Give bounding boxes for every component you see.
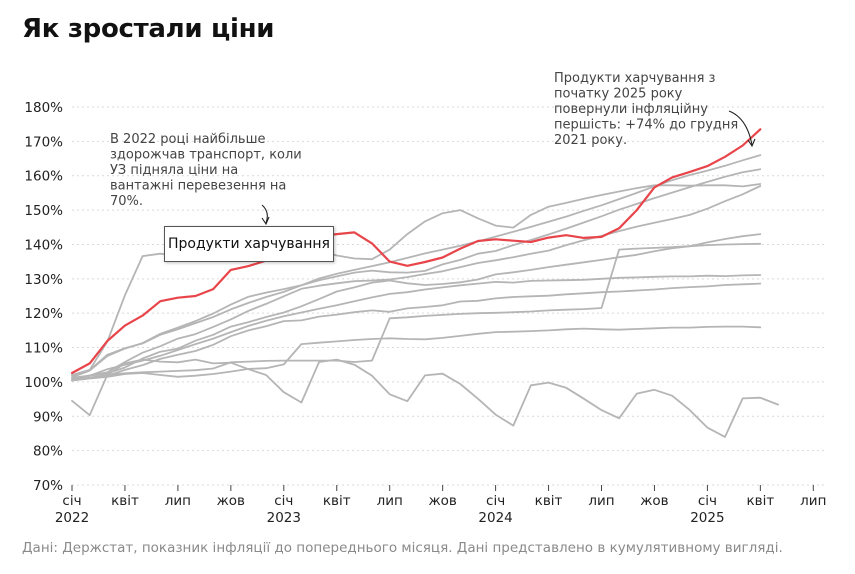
y-tick-label: 150%: [24, 203, 63, 219]
y-tick-label: 130%: [24, 272, 63, 288]
series-line-other: [71, 274, 762, 382]
x-tick-label: квіт: [323, 493, 351, 509]
x-tick-year: 2025: [690, 510, 724, 526]
series-line-other: [71, 185, 762, 381]
annotation-arrow-transport-head: [261, 216, 270, 226]
x-tick-year: 2022: [55, 510, 89, 526]
series-lines: [70, 128, 779, 438]
y-tick-label: 170%: [24, 134, 63, 150]
source-note: Дані: Держстат, показник інфляції до поп…: [22, 540, 783, 556]
annotation-line: 70%.: [110, 194, 143, 209]
x-tick-year: 2023: [267, 510, 301, 526]
annotation-line: здорожчав транспорт, коли: [110, 148, 302, 163]
annotation-line: В 2022 році найбільше: [110, 132, 265, 147]
y-tick-label: 90%: [33, 409, 63, 425]
y-tick-label: 70%: [33, 478, 63, 494]
annotation-arrow-food: [728, 110, 753, 146]
annotation-line: початку 2025 року: [554, 87, 683, 102]
x-tick-label: січ: [698, 493, 717, 509]
annotation-line: УЗ підняла ціни на: [110, 163, 238, 178]
x-tick-label: січ: [274, 493, 293, 509]
annotation-line: вантажні перевезення на: [110, 179, 286, 194]
series-line-other: [71, 325, 762, 382]
chart-title: Як зростали ціни: [22, 14, 275, 44]
y-tick-label: 100%: [24, 375, 63, 391]
annotation-line: 2021 року.: [554, 133, 627, 148]
annotation-arrow-transport: [261, 204, 268, 224]
x-tick-label: січ: [62, 493, 81, 509]
x-tick-label: лип: [165, 493, 191, 509]
y-tick-label: 140%: [24, 237, 63, 253]
series-line-other: [71, 154, 762, 377]
x-tick-label: січ: [486, 493, 505, 509]
annotation-line: Продукти харчування з: [554, 71, 716, 86]
series-line-other: [71, 242, 762, 382]
food-tooltip: Продукти харчування: [164, 226, 334, 262]
x-tick-label: лип: [377, 493, 403, 509]
gridlines: [72, 106, 825, 486]
annotation-line: повернули інфляційну: [554, 102, 708, 117]
series-line-food: [70, 128, 762, 375]
x-tick-label: жов: [640, 493, 668, 509]
x-tick-label: квіт: [535, 493, 563, 509]
series-line-other: [71, 183, 762, 376]
x-tick-year: 2024: [478, 510, 512, 526]
y-axis: 70% 80% 90% 100% 110% 120% 130% 140% 150% 160% 170…: [24, 100, 63, 494]
series-line-other: [71, 168, 762, 379]
series-line-other: [71, 233, 762, 379]
x-tick-label: квіт: [746, 493, 774, 509]
y-tick-label: 80%: [33, 444, 63, 460]
series-line-other: [71, 282, 762, 382]
x-tick-label: жов: [217, 493, 245, 509]
x-tick-label: лип: [588, 493, 614, 509]
x-tick-label: квіт: [111, 493, 139, 509]
y-tick-label: 120%: [24, 306, 63, 322]
x-tick-label: лип: [800, 493, 826, 509]
y-tick-label: 180%: [24, 100, 63, 116]
annotation-arrow-food-head: [747, 138, 756, 148]
food-tooltip-label: Продукти харчування: [168, 236, 330, 252]
annotation-arrows: [261, 110, 756, 226]
y-tick-label: 160%: [24, 169, 63, 185]
annotation-line: першість: +74% до грудня: [554, 118, 738, 133]
y-tick-label: 110%: [24, 341, 63, 357]
series-line-other: [71, 358, 779, 438]
x-tick-label: жов: [428, 493, 456, 509]
